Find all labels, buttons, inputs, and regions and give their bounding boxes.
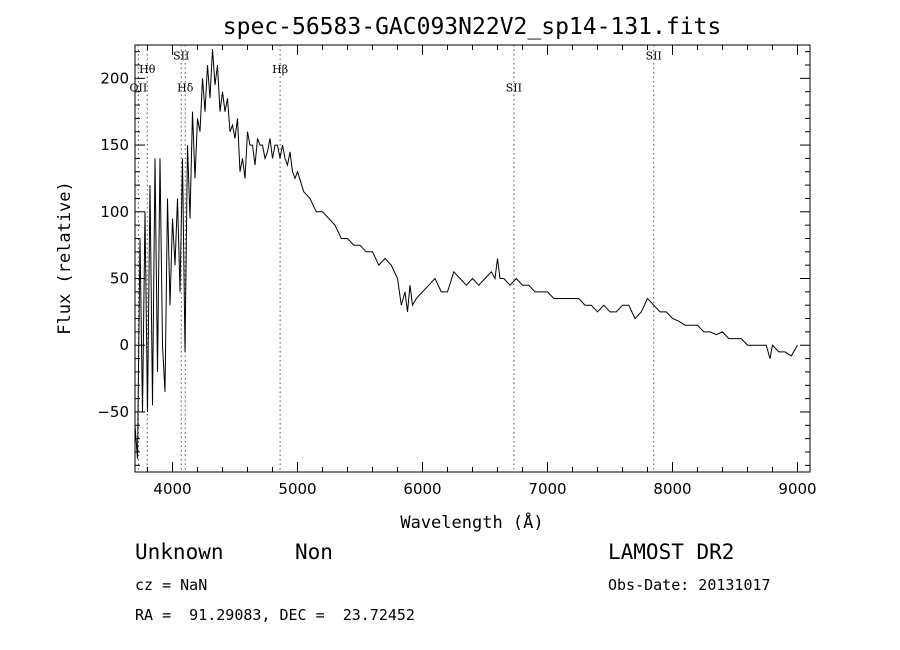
obs-date: Obs-Date: 20131017 bbox=[608, 576, 771, 594]
emission-line-label: Hβ bbox=[272, 63, 288, 76]
emission-line-label: SII bbox=[173, 50, 189, 63]
y-tick-label: 50 bbox=[110, 270, 129, 288]
y-tick-label: 100 bbox=[100, 203, 129, 221]
chart-title: spec-56583-GAC093N22V2_sp14-131.fits bbox=[223, 14, 722, 40]
y-tick-label: −50 bbox=[97, 403, 129, 421]
x-tick-label: 4000 bbox=[153, 480, 191, 498]
emission-line-label: SII bbox=[506, 82, 522, 95]
x-tick-label: 5000 bbox=[278, 480, 316, 498]
y-tick-label: 150 bbox=[100, 136, 129, 154]
survey-label: LAMOST DR2 bbox=[608, 540, 735, 564]
emission-line-label: Hθ bbox=[139, 63, 156, 76]
x-tick-label: 9000 bbox=[778, 480, 816, 498]
emission-line-label: SII bbox=[646, 50, 662, 63]
x-axis-label: Wavelength (Å) bbox=[400, 511, 543, 533]
cz-value: cz = NaN bbox=[135, 576, 208, 594]
plot-frame bbox=[134, 44, 811, 473]
y-tick-label: 200 bbox=[100, 69, 129, 87]
coordinates: RA = 91.29083, DEC = 23.72452 bbox=[135, 606, 415, 624]
x-axis-ticks: 4000 5000 6000 7000 8000 9000 bbox=[147, 45, 817, 498]
subclass-label: Non bbox=[295, 540, 333, 564]
x-tick-label: 6000 bbox=[403, 480, 441, 498]
class-label: Unknown bbox=[135, 540, 224, 564]
x-tick-label: 8000 bbox=[653, 480, 691, 498]
spectrum-line bbox=[134, 48, 798, 459]
emission-line-label: Hδ bbox=[177, 82, 194, 95]
y-axis-ticks: −50 0 50 100 150 200 bbox=[97, 51, 810, 466]
y-tick-label: 0 bbox=[119, 336, 129, 354]
x-tick-label: 7000 bbox=[528, 480, 566, 498]
y-axis-label: Flux (relative) bbox=[55, 181, 75, 335]
emission-line-label: OII bbox=[130, 82, 148, 95]
emission-line-markers: OII Hθ Hδ SII Hβ SII SII bbox=[130, 45, 662, 472]
